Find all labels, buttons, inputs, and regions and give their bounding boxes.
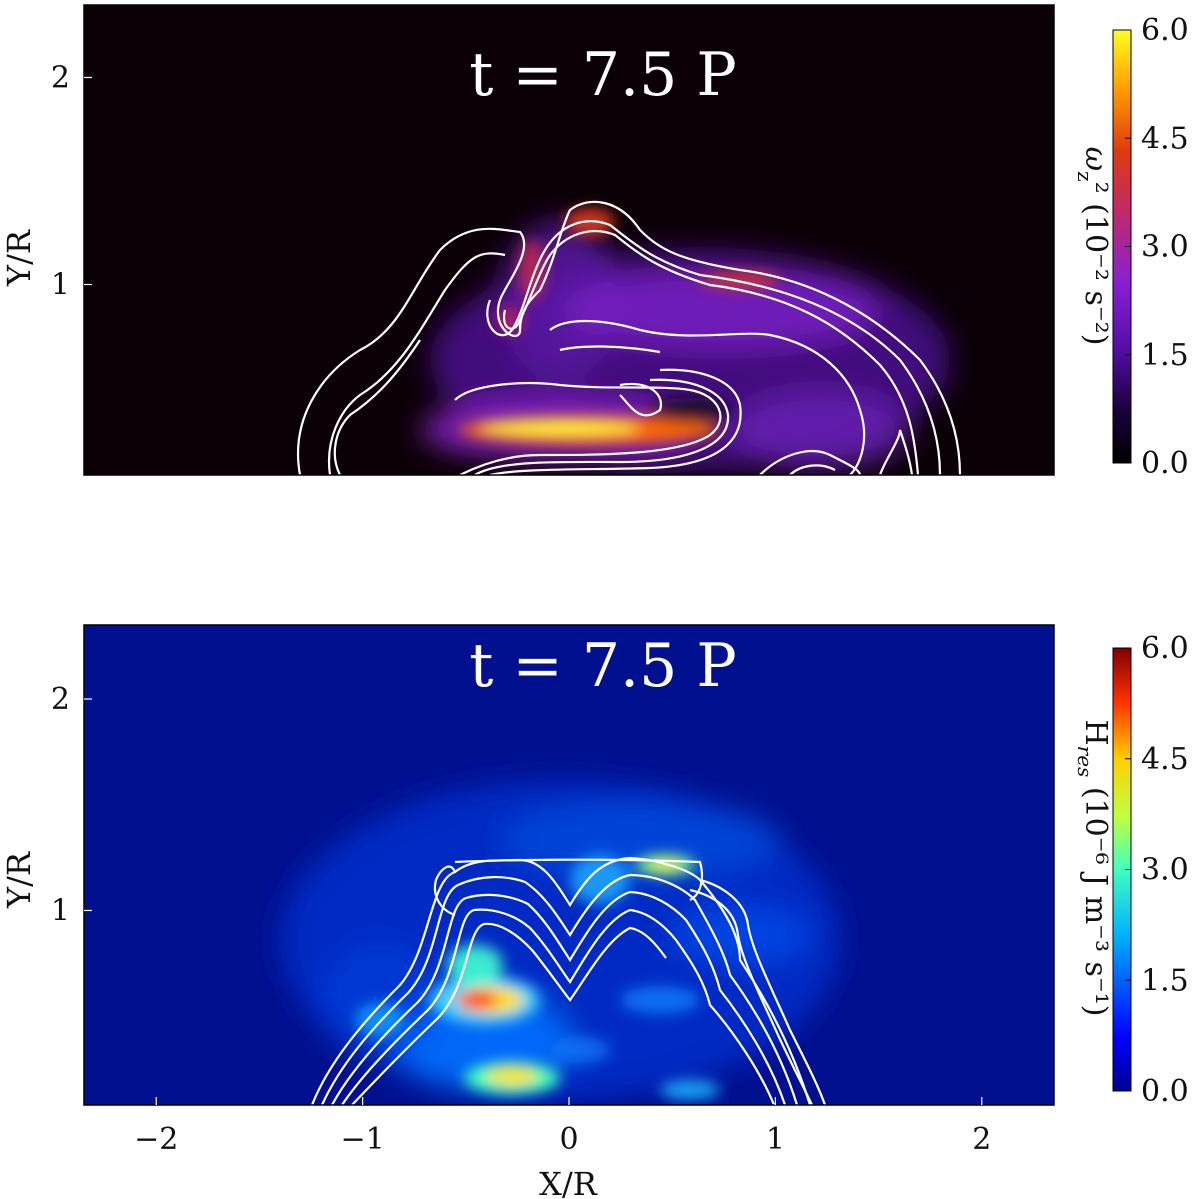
bottom-colorbar-tick-label: 0.0 <box>1141 1074 1189 1109</box>
bottom-x-tick-label: −1 <box>340 1122 384 1157</box>
bottom-x-ticks: −2 −1 0 1 2 <box>134 1097 991 1157</box>
bottom-colorbar-label-rest: (10⁻⁶ J m⁻³ s⁻¹) <box>1078 777 1113 1016</box>
top-colorbar-label-sub: z <box>1073 171 1097 182</box>
bottom-y-axis-label: Y/R <box>0 851 38 909</box>
top-y-ticks: 12 <box>51 60 92 303</box>
top-colorbar-label: ωz² (10⁻² s⁻²) <box>1073 147 1113 346</box>
bottom-y-ticks: 12 <box>51 682 92 928</box>
bottom-colorbar-tick-label: 1.5 <box>1141 963 1189 998</box>
bottom-colorbar-tick-label: 3.0 <box>1141 853 1189 888</box>
bottom-colorbar: 0.0 1.5 3.0 4.5 6.0 Hres (10⁻⁶ J m⁻³ s⁻¹) <box>1073 631 1189 1109</box>
bottom-x-axis-label: X/R <box>539 1165 598 1199</box>
top-plot-frame <box>83 4 1055 476</box>
top-colorbar: 0.0 1.5 3.0 4.5 6.0 ωz² (10⁻² s⁻²) <box>1073 13 1189 481</box>
top-colorbar-label-rest: ² (10⁻² s⁻²) <box>1078 182 1113 346</box>
bottom-colorbar-label-sub: res <box>1073 746 1097 778</box>
bottom-x-tick-label: −2 <box>134 1122 178 1157</box>
bottom-contours <box>310 856 827 1105</box>
bottom-colorbar-tick-label: 6.0 <box>1141 631 1189 666</box>
bottom-x-tick-label: 0 <box>559 1122 578 1157</box>
top-contours <box>297 200 962 475</box>
top-panel: t = 7.5 P 12 Y/R 0.01.53.04.56.0 ωz² (10… <box>0 4 1189 481</box>
top-colorbar-ticks: 0.0 1.5 3.0 4.5 6.0 <box>1125 13 1189 481</box>
top-colorbar-tick-label: 4.5 <box>1141 121 1189 156</box>
top-heat-field <box>297 200 962 475</box>
bottom-colorbar-label: Hres (10⁻⁶ J m⁻³ s⁻¹) <box>1073 719 1113 1016</box>
bottom-y-tick-label: 1 <box>51 893 70 928</box>
top-y-axis-label: Y/R <box>0 229 38 287</box>
bottom-heat-field <box>280 780 840 1105</box>
bottom-colorbar-ticks: 0.0 1.5 3.0 4.5 6.0 <box>1125 631 1189 1109</box>
top-colorbar-tick-label: 1.5 <box>1141 338 1189 373</box>
bottom-colorbar-tick-label: 4.5 <box>1141 742 1189 777</box>
top-colorbar-tick-label: 6.0 <box>1141 13 1189 48</box>
top-colorbar-tick-label: 0.0 <box>1141 446 1189 481</box>
bottom-colorbar-label-main: H <box>1078 719 1113 745</box>
top-colorbar-tick-label: 3.0 <box>1141 230 1189 265</box>
bottom-x-tick-label: 2 <box>972 1122 991 1157</box>
top-y-tick-label: 2 <box>51 60 70 95</box>
top-panel-title: t = 7.5 P <box>469 40 736 110</box>
bottom-y-tick-label: 2 <box>51 682 70 717</box>
bottom-panel: t = 7.5 P 12 −2 −1 0 1 2 Y/R X/R 0.01.53.04.… <box>0 624 1189 1199</box>
bottom-panel-title: t = 7.5 P <box>469 631 736 701</box>
top-colorbar-label-main: ω <box>1078 147 1113 171</box>
top-y-tick-label: 1 <box>51 268 70 303</box>
bottom-x-tick-label: 1 <box>766 1122 785 1157</box>
